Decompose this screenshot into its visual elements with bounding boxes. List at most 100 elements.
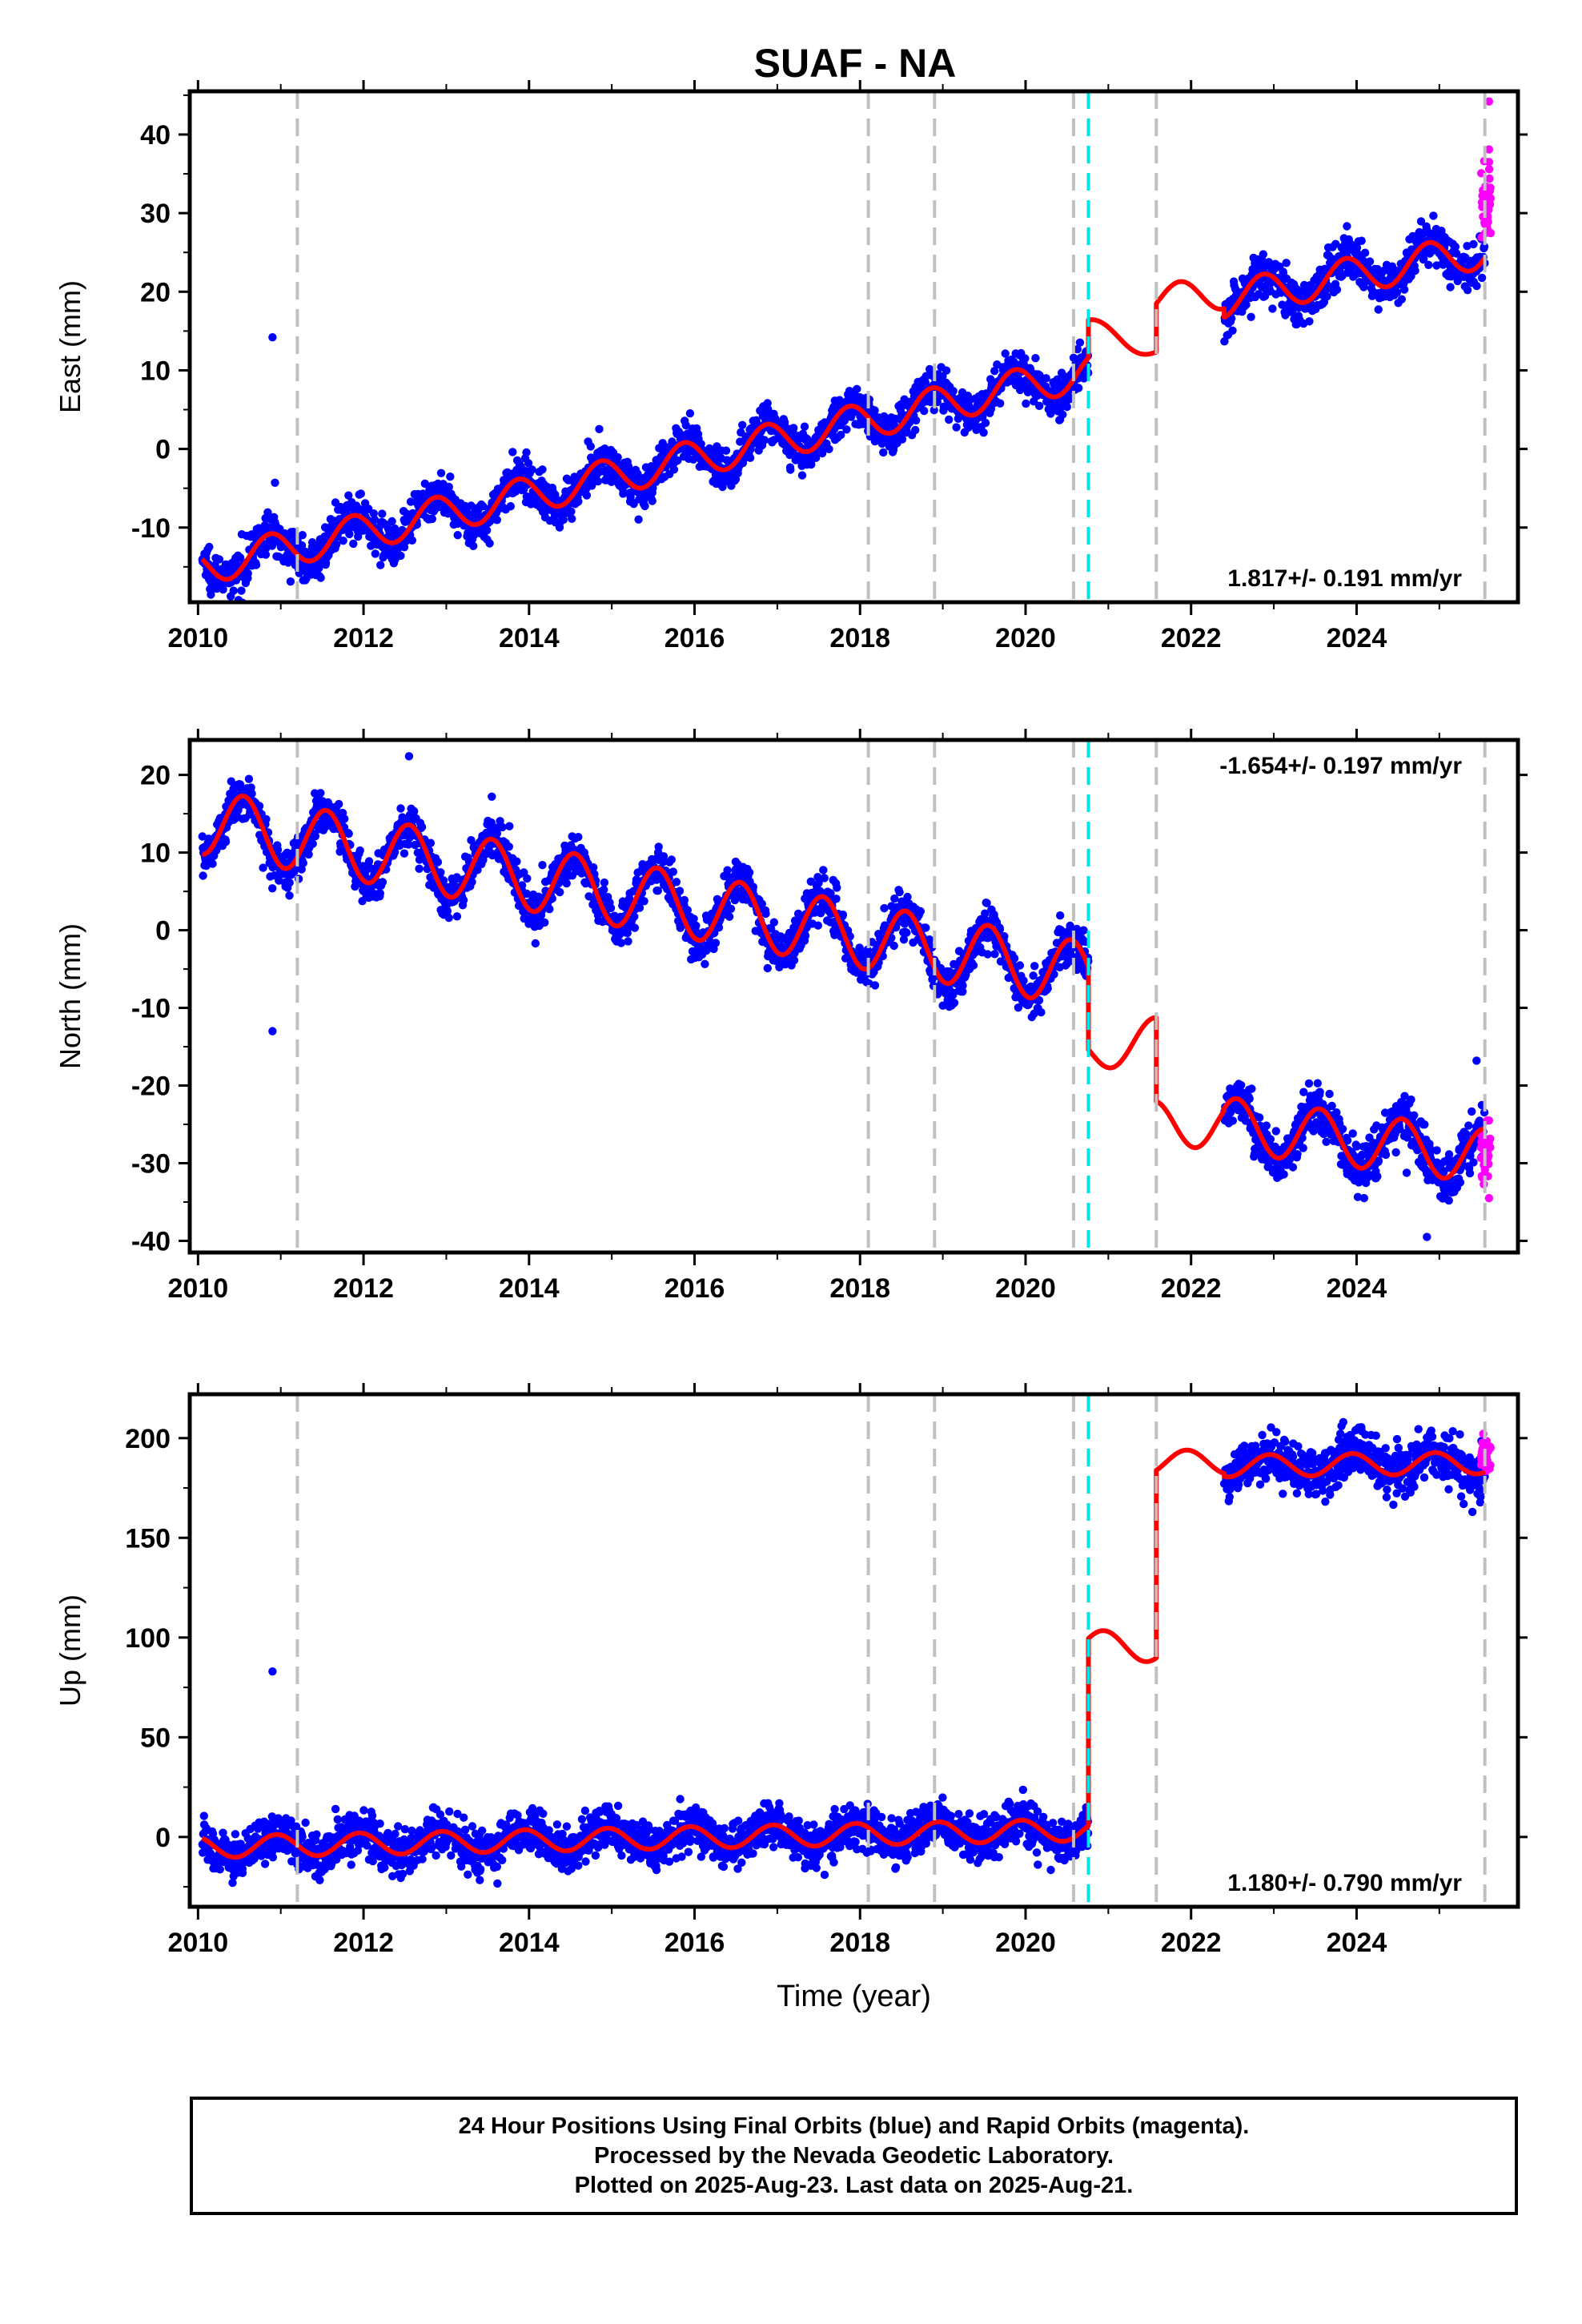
data-point (371, 549, 379, 558)
rapid-point (1486, 194, 1495, 203)
data-point (387, 517, 396, 526)
data-point (629, 500, 638, 509)
data-point (593, 476, 603, 486)
data-point (408, 536, 416, 545)
data-point (1074, 384, 1083, 392)
data-point (669, 867, 677, 876)
data-point (492, 516, 501, 525)
y-tick-label: 30 (140, 199, 171, 229)
data-point (568, 514, 576, 523)
data-point (205, 542, 214, 552)
data-point (921, 923, 930, 932)
data-point (879, 448, 888, 457)
data-point (718, 482, 727, 492)
data-point (364, 857, 374, 866)
data-point (244, 774, 254, 783)
data-point (446, 472, 455, 481)
data-point (574, 833, 583, 842)
data-point (1305, 317, 1314, 326)
data-point (950, 999, 959, 1007)
data-point (837, 430, 845, 440)
x-tick-label: 2022 (1161, 623, 1222, 653)
data-point (355, 846, 364, 855)
data-point (1469, 239, 1478, 249)
data-point (945, 415, 954, 424)
data-point (1282, 259, 1291, 267)
data-point (634, 515, 643, 524)
data-point (979, 428, 988, 437)
data-point (725, 912, 734, 921)
data-point (331, 540, 341, 549)
data-point (897, 435, 907, 444)
data-point (1037, 1007, 1046, 1017)
x-tick-label: 2024 (1327, 623, 1387, 653)
data-point (286, 577, 295, 586)
data-point (797, 471, 807, 480)
data-point (711, 939, 721, 947)
data-point (680, 895, 689, 905)
data-point (199, 871, 207, 880)
data-point (1242, 300, 1251, 309)
data-point (567, 507, 576, 516)
data-point (812, 453, 821, 462)
data-point (354, 532, 363, 541)
data-point (606, 903, 616, 913)
data-point (1360, 248, 1370, 257)
plot-area (198, 752, 1495, 1241)
data-point (789, 424, 798, 432)
y-tick-label: 10 (140, 356, 171, 386)
data-point (658, 439, 667, 448)
data-point (640, 897, 648, 906)
data-point (378, 878, 387, 887)
data-point (1015, 961, 1025, 970)
data-point (721, 446, 731, 455)
data-point (1034, 401, 1044, 410)
data-point (1062, 402, 1072, 412)
data-point (1042, 374, 1050, 383)
data-point (1021, 354, 1030, 363)
data-point (512, 857, 521, 866)
y-tick-label: 0 (155, 435, 171, 465)
data-point (555, 523, 564, 532)
data-point (316, 789, 325, 798)
data-point (433, 858, 443, 866)
x-tick-label: 2012 (333, 623, 394, 653)
data-point (562, 879, 571, 888)
data-point (1429, 211, 1438, 220)
data-point (667, 855, 676, 864)
data-point (574, 497, 583, 506)
data-point (485, 539, 494, 548)
y-tick-label: -10 (131, 513, 171, 544)
data-point (298, 531, 307, 540)
data-point (356, 489, 365, 498)
data-point (833, 883, 841, 892)
rapid-point (1480, 219, 1490, 229)
data-point (452, 912, 462, 921)
data-point (761, 909, 770, 919)
data-point (786, 465, 795, 474)
data-point (726, 904, 736, 914)
data-point (600, 885, 608, 895)
data-point (1001, 349, 1010, 358)
chart-title: SUAF - NA (754, 41, 957, 86)
data-point (363, 505, 373, 513)
y-tick-label: 20 (140, 277, 171, 308)
data-point (410, 806, 419, 816)
data-point (1397, 295, 1407, 304)
data-point (1463, 286, 1472, 295)
data-point (624, 462, 633, 472)
data-point (1030, 962, 1039, 971)
data-point (459, 895, 468, 905)
x-tick-label: 2018 (829, 623, 890, 653)
x-tick-label: 2016 (665, 623, 725, 653)
data-point (482, 526, 492, 535)
data-point (681, 420, 690, 430)
data-point (396, 804, 405, 813)
data-point (1026, 365, 1035, 374)
data-point (349, 539, 358, 549)
data-point (261, 550, 271, 559)
data-point (524, 459, 533, 468)
data-point (669, 465, 679, 474)
data-point (285, 879, 294, 887)
data-point (436, 468, 446, 477)
